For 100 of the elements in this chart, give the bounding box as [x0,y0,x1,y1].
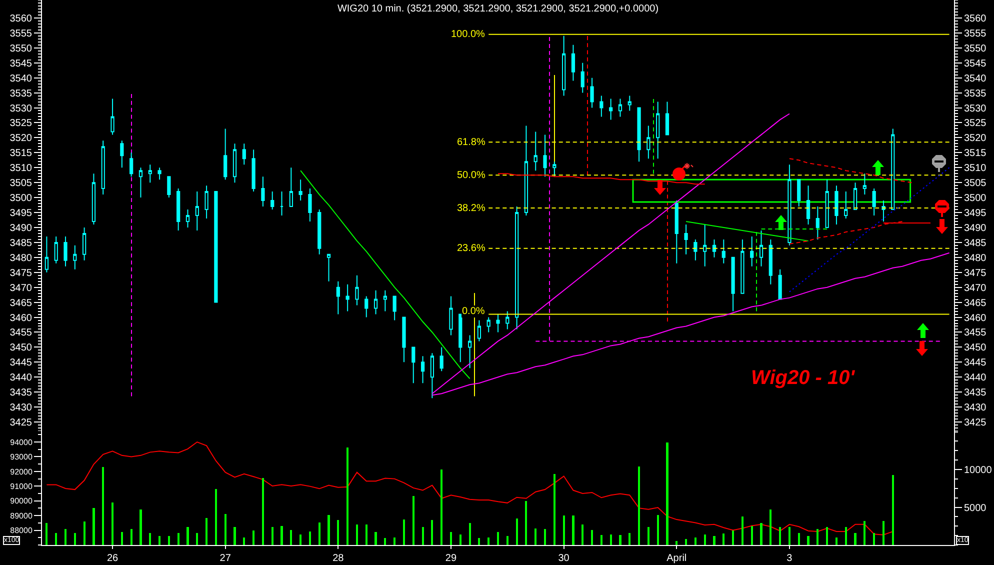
annotation: 0.0% [462,306,485,317]
candlestick [261,176,265,208]
candlestick [468,334,472,369]
bar [111,502,114,545]
y-tick-label: 3460 [10,312,32,324]
bar [158,536,161,545]
y-tick-label: 3530 [10,103,32,114]
y2-tick-label: 3530 [964,103,987,114]
x-tick-label: April [666,553,687,564]
bar [496,532,500,545]
candlestick [195,191,199,231]
x-tick-label: 29 [445,553,457,564]
candlestick [590,77,594,108]
bar [741,516,744,545]
candlestick [552,161,556,178]
candlestick [506,310,510,330]
y-tick-label: 3435 [10,388,32,399]
bar [262,478,264,545]
bar [356,524,358,545]
bar [337,520,340,545]
candlestick [138,167,143,198]
candlestick [825,179,829,228]
x-tick-label: 28 [332,553,344,564]
candlestick [374,290,378,315]
candlestick [496,314,500,333]
candlestick [176,188,180,231]
candlestick [853,182,858,210]
y2-tick-label: 3505 [964,178,987,190]
bar [308,531,311,545]
y2-tick-label: 5000 [964,502,987,514]
candlestick [637,107,641,162]
candlestick [665,101,670,136]
bar [55,532,58,545]
candlestick [204,185,208,219]
candlestick [346,284,350,312]
bar [638,466,640,545]
candlestick [110,98,114,136]
candlestick [298,179,302,202]
candlestick [73,244,77,270]
bar [214,489,217,545]
y2-tick-label: 3450 [964,342,987,354]
y2-tick-label: 3445 [964,358,987,369]
y-tick-label: 3490 [10,222,32,234]
y2-tick-label: 3550 [964,43,987,54]
bar [694,537,696,545]
y-tick-label: 3465 [10,298,32,309]
bar [140,510,142,545]
y-tick-label: 93000 [10,452,33,462]
y-tick-label: 3560 [10,13,32,24]
candlestick [628,95,632,112]
candlestick [674,200,678,264]
candlestick [430,352,434,399]
bar [422,526,424,545]
bar [722,534,725,545]
candlestick [514,206,519,330]
candlestick [336,280,340,315]
bar [854,532,856,545]
y-tick-label: 88000 [10,526,33,536]
bar [704,534,706,545]
y-tick-label: 94000 [10,438,33,447]
bar [572,516,574,545]
candlestick [458,314,462,363]
y2-tick-label: 3500 [964,193,987,204]
y2-tick-label: 3555 [964,28,987,40]
candlestick [440,346,444,372]
candlestick [486,316,490,333]
bar [271,526,274,545]
bar [844,526,847,545]
bar [64,529,67,545]
candlestick [355,274,359,306]
bar [590,530,594,545]
bar [394,537,396,545]
y2-tick-label: 3495 [964,208,987,220]
bar [120,532,123,545]
candlestick [646,125,650,160]
bar [562,516,565,545]
bar [206,518,208,545]
bar [600,535,602,545]
y2-tick-label: 3490 [964,222,987,234]
bar [234,526,236,545]
x-tick-label: 30 [558,553,570,564]
y2-tick-label: 3435 [964,388,987,399]
y2-tick-label: 3455 [964,328,987,339]
bar [46,523,48,545]
bar [676,541,678,545]
chart-title: WIG20 10 min. (3521.2900, 3521.2900, 3521.2900, 3521.2900,+0.0000) [337,4,659,14]
y-tick-label: 3485 [10,238,32,249]
y-tick-label: 3455 [10,328,32,339]
y2-tick-label: 3525 [964,118,987,130]
candlestick [252,149,256,192]
candlestick [364,296,368,318]
candlestick [703,224,707,267]
bar [252,530,255,545]
candlestick [242,143,246,166]
candlestick [101,140,105,196]
bar [92,508,95,545]
candlestick [54,236,58,264]
y-tick-label: 3550 [10,43,32,54]
bar [628,532,631,545]
candlestick [694,238,698,261]
